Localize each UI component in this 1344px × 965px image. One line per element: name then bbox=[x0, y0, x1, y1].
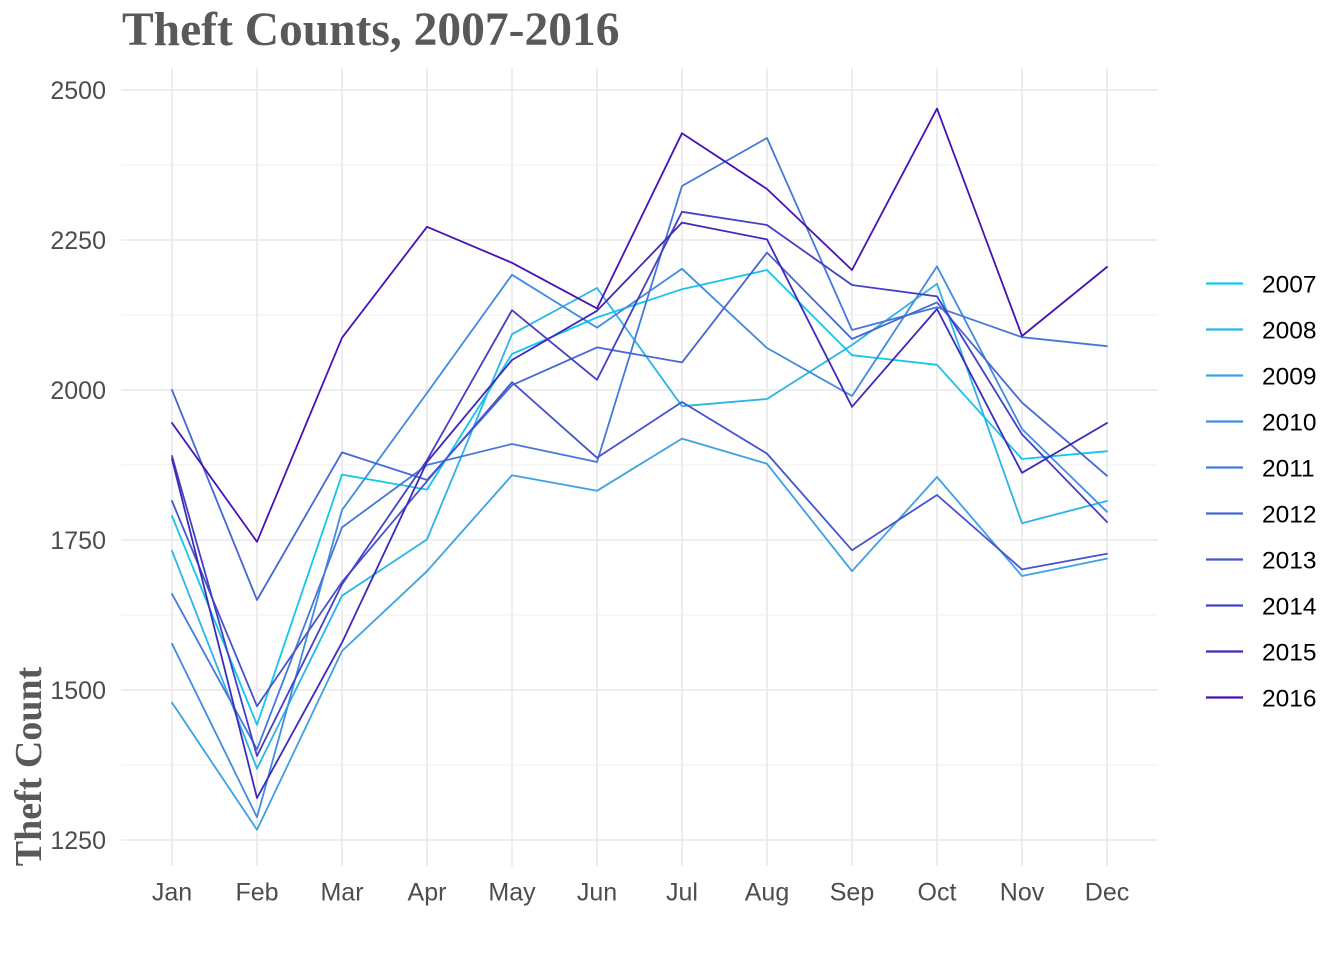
svg-text:Dec: Dec bbox=[1085, 879, 1129, 907]
svg-text:2009: 2009 bbox=[1262, 364, 1317, 391]
svg-text:2016: 2016 bbox=[1262, 686, 1317, 713]
svg-text:Sep: Sep bbox=[830, 879, 874, 907]
svg-text:1500: 1500 bbox=[50, 677, 106, 705]
svg-text:2010: 2010 bbox=[1262, 410, 1317, 437]
svg-text:2015: 2015 bbox=[1262, 640, 1317, 667]
svg-text:2013: 2013 bbox=[1262, 548, 1317, 575]
svg-text:1250: 1250 bbox=[50, 827, 106, 855]
svg-text:2014: 2014 bbox=[1262, 594, 1317, 621]
svg-text:2011: 2011 bbox=[1262, 456, 1315, 483]
svg-text:2500: 2500 bbox=[50, 77, 106, 105]
svg-text:Mar: Mar bbox=[320, 879, 363, 907]
svg-text:2250: 2250 bbox=[50, 227, 106, 255]
svg-text:2012: 2012 bbox=[1262, 502, 1317, 529]
svg-text:May: May bbox=[488, 879, 536, 907]
svg-text:Jun: Jun bbox=[577, 879, 617, 907]
svg-text:Apr: Apr bbox=[408, 879, 447, 907]
svg-text:Jan: Jan bbox=[152, 879, 192, 907]
svg-text:2008: 2008 bbox=[1262, 318, 1317, 345]
svg-text:2000: 2000 bbox=[50, 377, 106, 405]
svg-text:Theft Count: Theft Count bbox=[8, 666, 50, 866]
svg-text:Oct: Oct bbox=[918, 879, 957, 907]
svg-text:Feb: Feb bbox=[235, 879, 278, 907]
svg-text:Aug: Aug bbox=[745, 879, 789, 907]
svg-text:Theft Counts, 2007-2016: Theft Counts, 2007-2016 bbox=[122, 4, 619, 56]
svg-text:2007: 2007 bbox=[1262, 272, 1317, 299]
svg-text:1750: 1750 bbox=[50, 527, 106, 555]
svg-text:Jul: Jul bbox=[666, 879, 698, 907]
svg-text:Nov: Nov bbox=[1000, 879, 1045, 907]
